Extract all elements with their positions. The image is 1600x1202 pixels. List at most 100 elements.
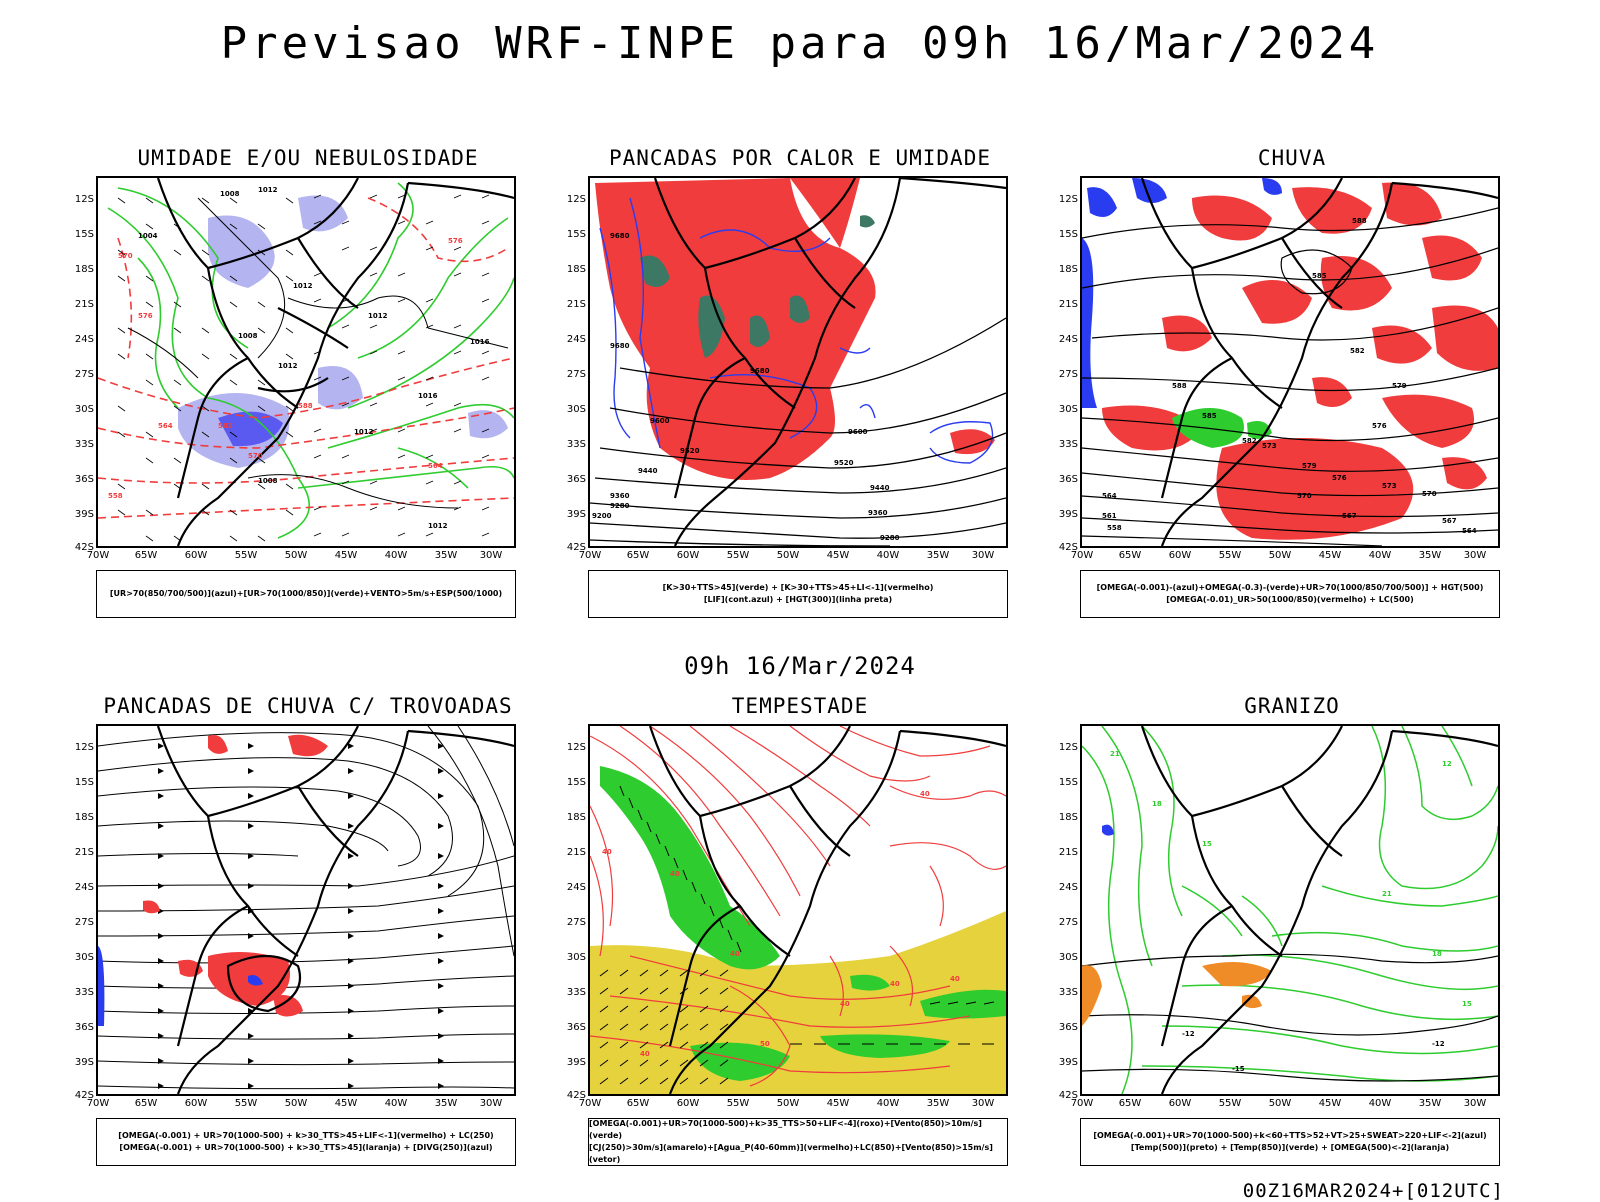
wind-vector (117, 197, 126, 204)
contour-label: 570 (118, 252, 133, 260)
wind-vector (173, 405, 182, 412)
lat-label: 30S (566, 952, 586, 963)
wind-vectors (117, 194, 490, 542)
wind-vector (639, 987, 649, 995)
wind-vector (700, 893, 706, 905)
contour-label: 1016 (418, 392, 438, 400)
streamline-arrow (438, 958, 444, 964)
border (789, 785, 851, 857)
wind-vector (639, 1059, 649, 1067)
blue-omega-areas (1082, 178, 1282, 408)
lon-label: 35W (434, 550, 458, 561)
red-area (1372, 325, 1432, 364)
wind-vector (481, 272, 490, 277)
streamline-arrow (348, 908, 354, 914)
contour-label: 1012 (258, 186, 278, 194)
teal-area (790, 295, 810, 323)
political-borders (1140, 726, 1498, 1094)
wind-vector (285, 353, 294, 360)
blue-humidity-areas (178, 195, 508, 468)
contour-label: 1008 (220, 190, 240, 198)
wind-vector (313, 532, 322, 537)
lon-label: 30W (479, 1098, 503, 1109)
border (1160, 357, 1233, 499)
wind-vector (619, 969, 629, 977)
wind-vector (481, 350, 490, 355)
lon-label: 50W (284, 550, 308, 561)
wind-vector (453, 506, 462, 511)
wind-vector (699, 1059, 709, 1067)
red-area (1320, 256, 1392, 311)
lat-label: 36S (74, 474, 94, 485)
streamline-arrow (348, 1083, 354, 1089)
streamline-arrow (438, 823, 444, 829)
wind-vector (341, 454, 350, 459)
blue-contour (599, 227, 631, 439)
wind-vector (719, 987, 729, 995)
map-umidade: 1012 1008 1004 1012 1008 1012 1012 1016 1016 1012… (96, 176, 516, 548)
wind-vector (369, 402, 378, 407)
map-svg: 21 18 15 12 -12 -15 21 18 15 -12 (1082, 726, 1498, 1094)
lon-label: 60W (1168, 550, 1192, 561)
lon-label: 70W (578, 1098, 602, 1109)
blue-area (98, 946, 105, 1026)
contour-label: 570 (248, 452, 263, 460)
streamline-arrow (248, 768, 254, 774)
orange-area (1242, 994, 1262, 1009)
contour-label: 570 (1422, 490, 1437, 498)
lon-label: 55W (234, 1098, 258, 1109)
lat-label: 12S (566, 194, 586, 205)
lat-label: 21S (74, 299, 94, 310)
wind-vector (117, 353, 126, 360)
contour-label: 40 (602, 848, 612, 856)
wind-vector (201, 405, 210, 412)
streamline-arrow (248, 853, 254, 859)
wind-vector (397, 376, 406, 381)
lon-label: 45W (1318, 1098, 1342, 1109)
lat-label: 15S (566, 777, 586, 788)
red-area (208, 735, 228, 754)
lat-label: 24S (1058, 882, 1078, 893)
lat-label: 30S (74, 404, 94, 415)
streamline-arrow (348, 1008, 354, 1014)
coastline (176, 181, 514, 546)
lat-label: 42S (1058, 1090, 1078, 1101)
contour-labels: 1012 1008 1004 1012 1008 1012 1012 1016 1016 1012… (108, 186, 490, 530)
contour-label: 12 (1442, 760, 1452, 768)
panel-title: PANCADAS POR CALOR E UMIDADE (608, 146, 991, 170)
wind-vector (369, 506, 378, 511)
border (648, 726, 851, 818)
lat-label: 15S (566, 229, 586, 240)
wind-vector (285, 249, 294, 256)
contour-label: 9680 (610, 232, 630, 240)
red-contour (98, 497, 514, 519)
rs-outline (226, 955, 302, 1013)
lat-label: 39S (1058, 1057, 1078, 1068)
wind-vector (397, 350, 406, 355)
map-svg: 40 40 40 40 50 40 40 40 40 (590, 726, 1006, 1094)
contour-label: 564 (428, 462, 443, 470)
contour-label: 15 (1462, 1000, 1472, 1008)
wind-vector (341, 376, 350, 381)
lat-label: 21S (74, 847, 94, 858)
map-svg: 1012 1008 1004 1012 1008 1012 1012 1016 1016 1012… (98, 178, 514, 546)
lat-label: 27S (566, 369, 586, 380)
wind-vector (599, 1005, 609, 1013)
contour-label: 15 (1202, 840, 1212, 848)
lat-label: 36S (566, 1022, 586, 1033)
wind-vector (619, 1059, 629, 1067)
wind-vector (369, 194, 378, 199)
red-rain-areas (1102, 182, 1498, 540)
lat-label: 12S (566, 742, 586, 753)
wind-vector (285, 327, 294, 334)
streamline-arrow (438, 883, 444, 889)
wind-vector (691, 881, 697, 893)
wind-vector (679, 1005, 689, 1013)
contour-label: 1016 (470, 338, 490, 346)
wind-vector (397, 428, 406, 433)
wind-vector (659, 1041, 669, 1049)
red-area (288, 734, 328, 757)
wind-vector (719, 1077, 729, 1085)
hgt-contour (619, 317, 1006, 389)
green-area (850, 974, 890, 991)
